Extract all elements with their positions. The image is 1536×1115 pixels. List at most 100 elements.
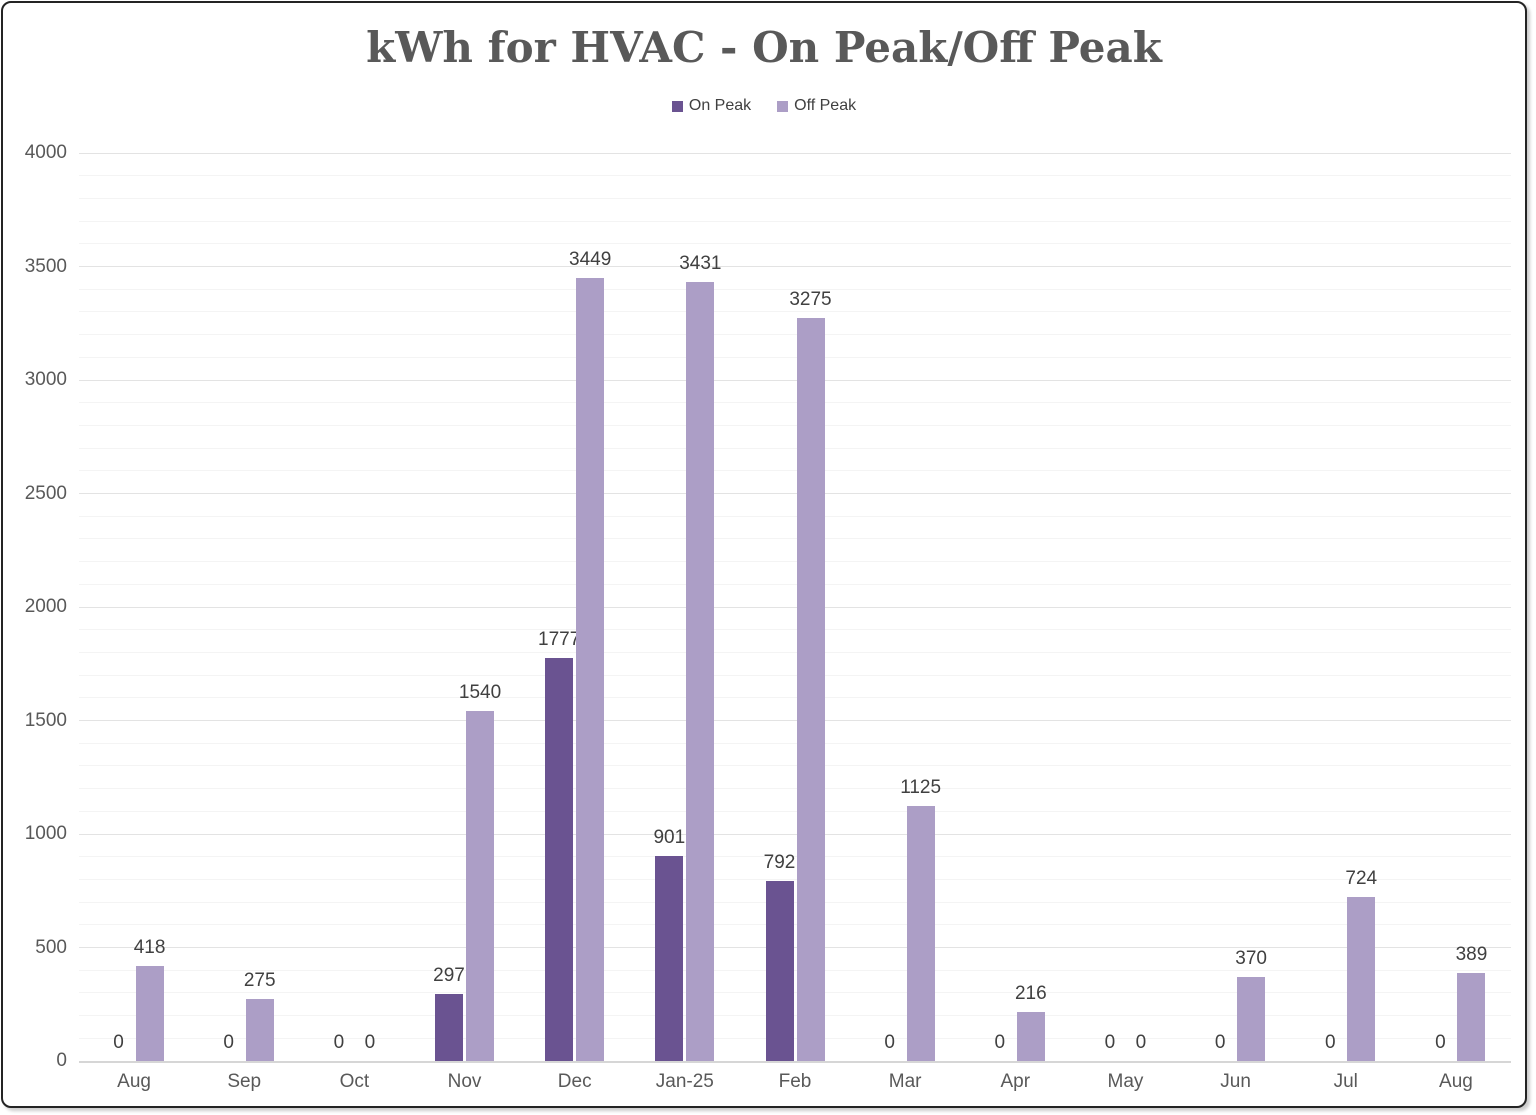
bar-off-peak [1016, 1011, 1045, 1061]
gridline-minor [79, 1037, 1511, 1039]
gridline-minor [79, 311, 1511, 313]
bar-data-label: 275 [243, 969, 276, 991]
legend-item-on-peak: On Peak [671, 97, 752, 115]
gridline-minor [79, 447, 1511, 449]
bar-data-label: 901 [653, 827, 686, 849]
x-axis-label: Jan-25 [655, 1071, 714, 1092]
bar-data-label: 0 [1324, 1032, 1336, 1053]
gridline-minor [79, 878, 1511, 880]
y-axis-tick-label: 3500 [24, 255, 67, 277]
x-axis-label: Jun [1220, 1071, 1251, 1092]
bar-data-label: 0 [223, 1032, 234, 1053]
gridline-minor [79, 765, 1511, 767]
gridline-minor [79, 1015, 1511, 1017]
bar-data-label: 0 [994, 1032, 1006, 1053]
y-axis-tick-label: 1000 [24, 823, 67, 844]
gridline-minor [79, 992, 1511, 994]
x-axis-label: Oct [339, 1071, 370, 1092]
bar-data-label: 1777 [538, 628, 581, 650]
bar-on-peak [545, 657, 574, 1061]
gridline-minor [79, 583, 1511, 585]
gridline-minor [79, 924, 1511, 926]
bar-off-peak [1237, 977, 1266, 1061]
bar-off-peak [686, 282, 715, 1061]
legend-label-on-peak: On Peak [688, 97, 752, 114]
bar-off-peak [576, 278, 605, 1061]
bar-data-label: 1540 [458, 682, 502, 704]
bar-data-label: 3275 [789, 288, 832, 310]
y-axis-tick-label: 3000 [24, 369, 67, 390]
gridline-minor [79, 402, 1511, 404]
gridline-minor [79, 220, 1511, 222]
gridline-minor [79, 515, 1511, 517]
bar-data-label: 297 [433, 964, 465, 986]
gridline-major [79, 266, 1511, 267]
bar-data-label: 3431 [679, 253, 722, 275]
bar-off-peak [906, 805, 935, 1061]
gridline-minor [79, 742, 1511, 744]
bar-data-label: 0 [113, 1032, 124, 1053]
gridline-major [79, 606, 1511, 608]
gridline-minor [79, 629, 1511, 631]
legend: On Peak Off Peak [3, 97, 1525, 115]
gridline-major [79, 720, 1511, 721]
bar-data-label: 0 [884, 1032, 895, 1053]
bar-data-label: 0 [1435, 1032, 1446, 1053]
bar-data-label: 389 [1455, 943, 1488, 965]
x-axis-label: May [1107, 1071, 1144, 1092]
gridline-minor [79, 175, 1511, 177]
gridline-minor [79, 561, 1511, 563]
gridline-minor [79, 424, 1511, 426]
legend-swatch-on-peak [671, 100, 683, 112]
gridline-minor [79, 288, 1511, 290]
bar-on-peak [765, 881, 794, 1061]
bar-data-label: 0 [1214, 1032, 1226, 1053]
x-axis-label: Sep [227, 1071, 262, 1092]
bar-off-peak [1347, 896, 1376, 1061]
x-axis-label: Nov [447, 1071, 482, 1092]
legend-label-off-peak: Off Peak [794, 97, 857, 114]
bar-data-label: 724 [1345, 867, 1378, 889]
gridline-minor [79, 674, 1511, 676]
x-axis-label: Dec [557, 1071, 592, 1092]
legend-item-off-peak: Off Peak [777, 97, 856, 115]
y-axis-tick-label: 2500 [24, 482, 67, 504]
x-axis-label: Apr [1000, 1071, 1031, 1092]
bar-data-label: 792 [763, 852, 796, 874]
gridline-minor [79, 788, 1511, 790]
gridline-minor [79, 197, 1511, 199]
y-axis-tick-label: 2000 [24, 596, 67, 617]
gridline-minor [79, 356, 1511, 358]
gridline-minor [79, 697, 1511, 699]
bar-data-label: 370 [1235, 948, 1267, 969]
bar-on-peak [435, 993, 464, 1061]
gridline-minor [79, 810, 1511, 812]
bar-off-peak [1457, 972, 1486, 1061]
x-axis-label: Aug [1439, 1071, 1473, 1092]
x-axis-label: Feb [778, 1071, 812, 1092]
gridline-minor [79, 969, 1511, 971]
plot-area: 0 500 1000 1500 2000 2500 3000 3500 4000 Aug 0 418 S… [3, 3, 1525, 1106]
gridline-minor [79, 334, 1511, 336]
y-axis-tick-label: 4000 [24, 142, 67, 163]
gridline-minor [79, 901, 1511, 903]
legend-swatch-off-peak [777, 100, 789, 112]
bar-data-label: 0 [1135, 1032, 1147, 1053]
bar-data-label: 0 [333, 1032, 345, 1053]
y-axis-tick-label: 0 [56, 1050, 67, 1071]
gridline-minor [79, 470, 1511, 472]
gridline-minor [79, 538, 1511, 540]
chart-title: kWh for HVAC - On Peak/Off Peak [366, 23, 1162, 72]
bar-data-label: 0 [1104, 1032, 1116, 1053]
gridline-minor [79, 243, 1511, 245]
gridline-minor [79, 856, 1511, 858]
bar-off-peak [466, 711, 495, 1061]
y-axis-tick-label: 1500 [24, 709, 67, 731]
bar-data-label: 1125 [900, 776, 942, 798]
x-axis-label: Aug [117, 1071, 151, 1092]
x-axis-line [79, 1060, 1511, 1063]
bar-off-peak [135, 966, 164, 1061]
gridline-major [79, 379, 1511, 381]
bar-off-peak [796, 317, 825, 1061]
